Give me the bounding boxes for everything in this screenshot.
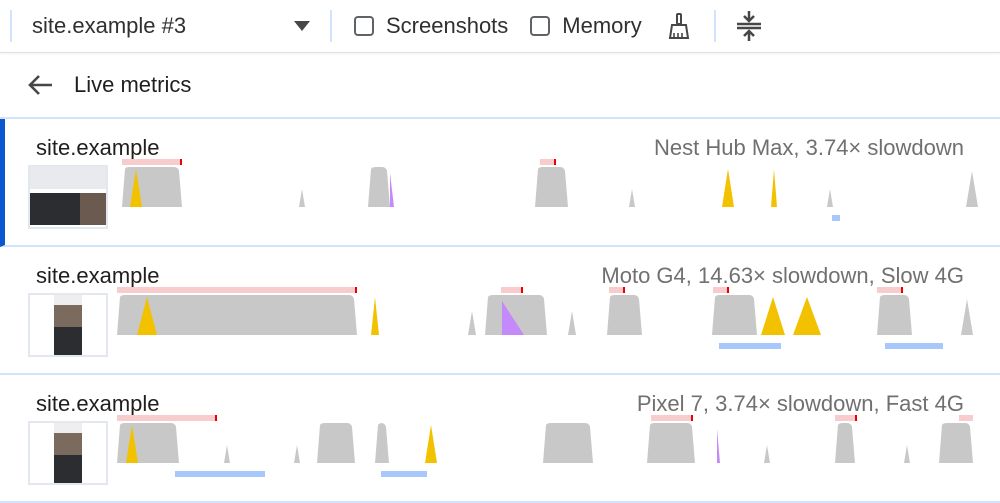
screenshots-checkbox[interactable]: Screenshots bbox=[354, 13, 508, 39]
long-task-bar bbox=[540, 159, 556, 165]
long-task-marker bbox=[901, 287, 903, 293]
cpu-activity bbox=[485, 295, 547, 335]
divider bbox=[10, 10, 12, 42]
cpu-spike bbox=[294, 445, 300, 463]
cpu-activity bbox=[835, 423, 855, 463]
checkbox-box[interactable] bbox=[354, 16, 374, 36]
network-request bbox=[381, 471, 427, 477]
scripting-activity bbox=[425, 425, 437, 463]
timeline-overview bbox=[117, 415, 973, 477]
scripting-activity bbox=[371, 297, 379, 335]
long-task-bar bbox=[122, 159, 182, 165]
screenshot-thumbnail bbox=[28, 293, 108, 357]
recording-name: site.example bbox=[36, 391, 160, 416]
network-request bbox=[832, 215, 840, 221]
chevron-down-icon bbox=[294, 21, 310, 31]
memory-checkbox[interactable]: Memory bbox=[530, 13, 642, 39]
cpu-activity bbox=[117, 295, 357, 335]
scripting-activity bbox=[722, 169, 734, 207]
long-task-marker bbox=[215, 415, 217, 421]
long-task-bar bbox=[117, 415, 217, 421]
divider bbox=[713, 10, 716, 42]
cpu-spike bbox=[224, 445, 230, 463]
cpu-activity bbox=[607, 295, 642, 335]
cpu-spike bbox=[568, 311, 576, 335]
cpu-activity bbox=[535, 167, 568, 207]
long-task-marker bbox=[554, 159, 556, 165]
scripting-activity bbox=[126, 425, 138, 463]
long-task-marker bbox=[623, 287, 625, 293]
recording-name: site.example bbox=[36, 135, 160, 160]
long-task-bar bbox=[835, 415, 857, 421]
cpu-activity bbox=[117, 423, 179, 463]
long-task-bar bbox=[959, 415, 973, 421]
arrow-left-icon[interactable] bbox=[26, 73, 54, 97]
divider bbox=[330, 10, 332, 42]
recording-item[interactable]: site.example Nest Hub Max, 3.74× slowdow… bbox=[0, 119, 1000, 247]
cpu-spike bbox=[299, 189, 305, 207]
recording-select[interactable]: site.example #3 bbox=[12, 13, 330, 39]
long-task-marker bbox=[727, 287, 729, 293]
screenshot-thumbnail bbox=[28, 421, 108, 485]
long-task-marker bbox=[355, 287, 357, 293]
recording-name: site.example bbox=[36, 263, 160, 288]
network-request bbox=[175, 471, 265, 477]
memory-label: Memory bbox=[562, 13, 642, 38]
long-task-marker bbox=[521, 287, 523, 293]
cpu-activity bbox=[317, 423, 355, 463]
cpu-spike bbox=[961, 299, 973, 335]
timeline-overview bbox=[122, 159, 978, 221]
screenshots-label: Screenshots bbox=[386, 13, 509, 38]
network-request bbox=[885, 343, 943, 349]
cpu-spike bbox=[904, 445, 910, 463]
network-request bbox=[719, 343, 781, 349]
cpu-spike bbox=[764, 445, 770, 463]
recording-details: Pixel 7, 3.74× slowdown, Fast 4G bbox=[636, 391, 964, 416]
cpu-activity bbox=[375, 423, 389, 463]
cpu-activity bbox=[543, 423, 593, 463]
recording-details: Nest Hub Max, 3.74× slowdown bbox=[654, 135, 964, 160]
long-task-bar bbox=[877, 287, 903, 293]
performance-toolbar: site.example #3 Screenshots Memory bbox=[0, 0, 1000, 53]
rendering-activity bbox=[390, 173, 394, 207]
checkbox-box[interactable] bbox=[530, 16, 551, 36]
long-task-marker bbox=[855, 415, 857, 421]
cpu-activity bbox=[647, 423, 695, 463]
scripting-activity bbox=[137, 297, 157, 335]
recording-item[interactable]: site.example Moto G4, 14.63× slowdown, S… bbox=[0, 247, 1000, 375]
broom-icon[interactable] bbox=[664, 11, 694, 41]
cpu-activity bbox=[712, 295, 757, 335]
recording-select-value: site.example #3 bbox=[32, 13, 187, 38]
live-metrics-item[interactable]: Live metrics bbox=[0, 53, 1000, 119]
cpu-spike bbox=[827, 189, 833, 207]
collapse-vertical-icon[interactable] bbox=[734, 9, 764, 43]
rendering-activity bbox=[717, 429, 720, 463]
long-task-bar bbox=[609, 287, 625, 293]
scripting-activity bbox=[130, 169, 142, 207]
rendering-activity bbox=[502, 301, 524, 335]
scripting-activity bbox=[761, 297, 785, 335]
long-task-bar bbox=[117, 287, 357, 293]
recording-details: Moto G4, 14.63× slowdown, Slow 4G bbox=[601, 263, 964, 288]
live-metrics-label: Live metrics bbox=[74, 72, 192, 97]
long-task-marker bbox=[180, 159, 182, 165]
screenshot-thumbnail bbox=[28, 165, 108, 229]
long-task-bar bbox=[501, 287, 523, 293]
cpu-spike bbox=[629, 189, 635, 207]
cpu-spike bbox=[966, 171, 978, 207]
scripting-activity bbox=[771, 169, 777, 207]
scripting-activity bbox=[793, 297, 821, 335]
long-task-bar bbox=[651, 415, 693, 421]
cpu-activity bbox=[368, 167, 390, 207]
long-task-bar bbox=[713, 287, 729, 293]
cpu-activity bbox=[939, 423, 973, 463]
long-task-marker bbox=[691, 415, 693, 421]
timeline-overview bbox=[117, 287, 973, 349]
recording-item[interactable]: site.example Pixel 7, 3.74× slowdown, Fa… bbox=[0, 375, 1000, 503]
cpu-spike bbox=[468, 311, 476, 335]
cpu-activity bbox=[877, 295, 912, 335]
